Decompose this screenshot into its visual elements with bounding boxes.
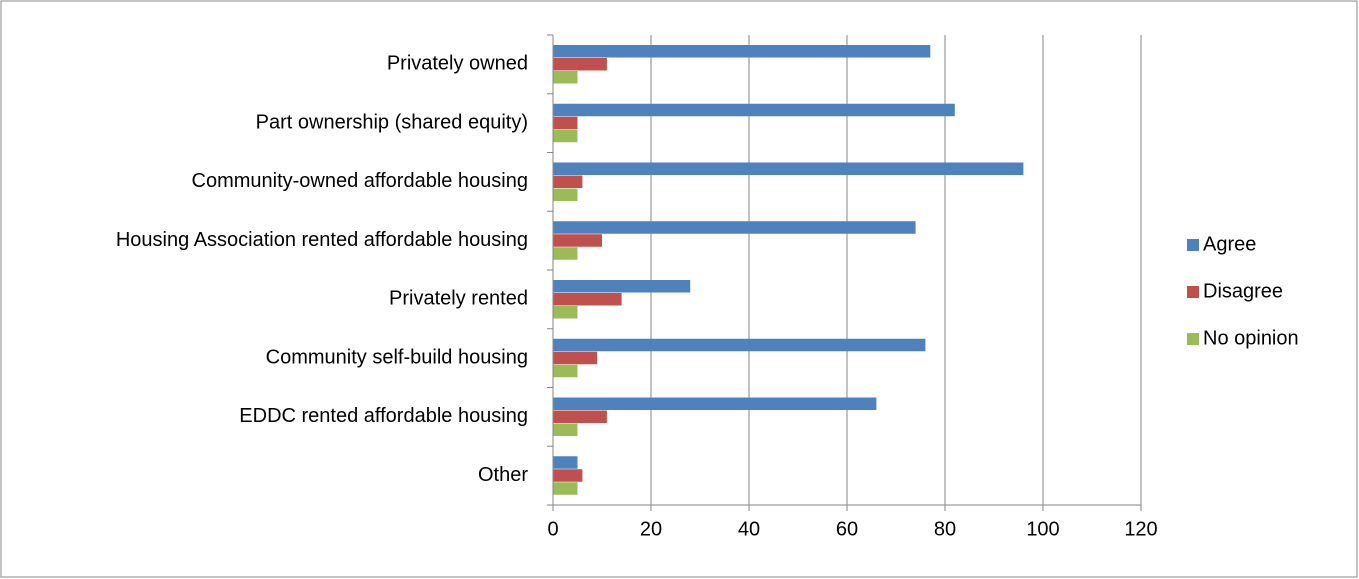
bar xyxy=(553,410,607,423)
bar xyxy=(553,71,578,84)
bar xyxy=(553,221,916,234)
legend-label: Disagree xyxy=(1203,280,1283,302)
bar xyxy=(553,162,1024,175)
bar xyxy=(553,280,691,293)
legend-swatch xyxy=(1187,239,1199,251)
bar xyxy=(553,351,598,365)
y-tick-label: Community self-build housing xyxy=(266,346,528,368)
x-tick-label: 80 xyxy=(934,518,956,540)
bar xyxy=(553,175,583,188)
bar xyxy=(553,247,578,260)
legend-swatch xyxy=(1187,333,1199,345)
bar xyxy=(553,364,578,378)
bar xyxy=(553,469,583,482)
bar xyxy=(553,397,877,410)
bar xyxy=(553,58,607,71)
bar xyxy=(553,456,578,469)
bar xyxy=(553,129,578,143)
x-tick-label: 120 xyxy=(1124,518,1157,540)
bar xyxy=(553,116,578,130)
bar xyxy=(553,45,931,58)
bar xyxy=(553,103,955,117)
y-tick-label: Housing Association rented affordable ho… xyxy=(116,229,528,251)
legend-label: No opinion xyxy=(1203,327,1299,349)
y-tick-label: Privately owned xyxy=(387,53,528,75)
y-tick-label: Part ownership (shared equity) xyxy=(256,111,528,133)
bar xyxy=(553,188,578,201)
x-tick-label: 0 xyxy=(547,518,558,540)
x-tick-label: 20 xyxy=(640,518,662,540)
bar xyxy=(553,482,578,495)
x-tick-label: 40 xyxy=(738,518,760,540)
x-tick-label: 60 xyxy=(836,518,858,540)
bar xyxy=(553,234,602,247)
y-tick-label: Privately rented xyxy=(389,288,528,310)
bar xyxy=(553,306,578,319)
bar xyxy=(553,293,622,306)
y-tick-label: Other xyxy=(478,464,528,486)
y-tick-label: EDDC rented affordable housing xyxy=(239,405,528,427)
y-tick-label: Community-owned affordable housing xyxy=(192,170,529,192)
x-tick-label: 100 xyxy=(1026,518,1059,540)
legend-label: Agree xyxy=(1203,233,1256,255)
legend-swatch xyxy=(1187,286,1199,298)
bar xyxy=(553,338,926,352)
bar xyxy=(553,423,578,436)
